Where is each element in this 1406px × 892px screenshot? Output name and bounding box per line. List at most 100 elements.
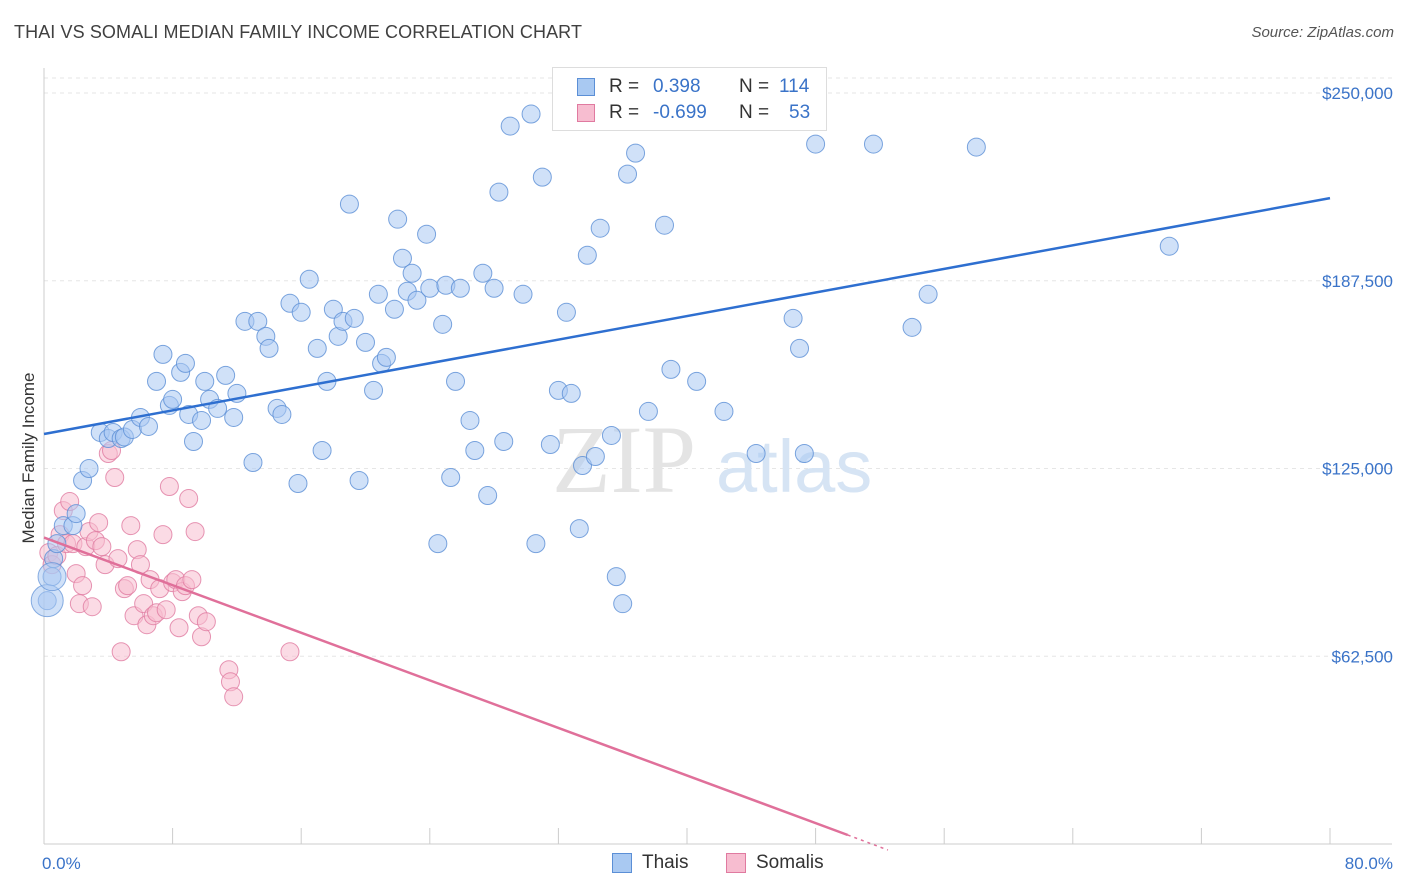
legend-n-value: 53: [789, 102, 811, 123]
thai-point: [417, 224, 437, 244]
legend-n-label: N =: [739, 102, 770, 123]
legend-r-label: R =: [609, 102, 640, 123]
thai-point: [195, 371, 215, 391]
somali-point: [179, 489, 199, 509]
series-legend-thais[interactable]: Thais: [612, 852, 688, 874]
thai-point: [460, 410, 480, 430]
somali-point: [182, 570, 202, 590]
thai-point: [79, 459, 99, 479]
thai-point: [540, 434, 560, 454]
thai-point: [344, 308, 364, 328]
thai-point: [147, 371, 167, 391]
correlation-legend: R = 0.398 N = 114 R = -0.699 N = 53: [552, 67, 827, 131]
trend-lines: [43, 196, 1331, 851]
thai-point: [37, 562, 67, 592]
thai-point: [175, 353, 195, 373]
somali-point: [111, 642, 131, 662]
somali-trend-extension: [847, 834, 889, 851]
thai-point: [561, 383, 581, 403]
somali-point: [89, 513, 109, 533]
y-tick-label: $250,000: [1322, 84, 1393, 103]
thai-points: [30, 104, 1179, 618]
thai-point: [272, 404, 292, 424]
somali-point: [121, 516, 141, 536]
thai-point: [613, 594, 633, 614]
thai-point: [224, 407, 244, 427]
series-legend: Thais Somalis: [0, 852, 1406, 876]
thai-point: [307, 338, 327, 358]
thai-point: [420, 278, 440, 298]
series-label-thais: Thais: [642, 852, 689, 873]
thai-point: [638, 401, 658, 421]
thai-point: [402, 263, 422, 283]
thai-point: [966, 137, 986, 157]
y-tick-label: $187,500: [1322, 272, 1393, 291]
thai-point: [163, 389, 183, 409]
series-legend-somalis[interactable]: Somalis: [726, 852, 824, 874]
thai-point: [288, 474, 308, 494]
thai-point: [484, 278, 504, 298]
somali-point: [185, 522, 205, 542]
thai-point: [384, 299, 404, 319]
gridlines: [44, 77, 1392, 657]
thai-point: [806, 134, 826, 154]
legend-swatch-thais: [577, 78, 595, 96]
thai-point: [902, 317, 922, 337]
y-tick-labels: $62,500 $125,000 $187,500 $250,000: [1322, 84, 1393, 666]
thai-point: [433, 314, 453, 334]
somali-point: [159, 477, 179, 497]
thai-point: [601, 425, 621, 445]
thai-point: [407, 290, 427, 310]
thai-point: [513, 284, 533, 304]
axes: [43, 68, 1392, 845]
x-tick-labels: 0.0% 80.0%: [42, 854, 1393, 873]
legend-row-thais: R = 0.398 N = 114: [553, 74, 809, 100]
x-tick-label: 0.0%: [42, 854, 81, 873]
thai-point: [577, 245, 597, 265]
thai-point: [585, 446, 605, 466]
watermark: ZIP atlas: [552, 406, 872, 513]
somali-point: [280, 642, 300, 662]
series-swatch-thais: [612, 853, 632, 873]
somali-point: [156, 600, 176, 620]
somali-point: [196, 612, 216, 632]
somali-point: [73, 576, 93, 596]
thai-point: [521, 104, 541, 124]
thai-point: [243, 453, 263, 473]
thai-point: [388, 209, 408, 229]
y-axis-label: Median Family Income: [19, 372, 38, 543]
thai-point: [687, 371, 707, 391]
thai-point: [863, 134, 883, 154]
thai-point: [368, 284, 388, 304]
thai-point: [532, 167, 552, 187]
thai-point: [339, 194, 359, 214]
thai-point: [500, 116, 520, 136]
thai-point: [66, 504, 86, 524]
somali-point: [82, 597, 102, 617]
somali-point: [92, 537, 112, 557]
thai-point: [783, 308, 803, 328]
somali-point: [105, 468, 125, 488]
thai-point: [794, 443, 814, 463]
thai-point: [349, 471, 369, 491]
thai-point: [1159, 236, 1179, 256]
thai-point: [618, 164, 638, 184]
thai-point: [312, 440, 332, 460]
thai-point: [364, 380, 384, 400]
somali-trend-line: [43, 536, 849, 837]
thai-point: [526, 534, 546, 554]
thai-point: [259, 338, 279, 358]
source-label: Source: ZipAtlas.com: [1251, 24, 1394, 41]
somali-point: [118, 576, 138, 596]
somali-point: [169, 618, 189, 638]
thai-point: [376, 347, 396, 367]
thai-point: [606, 567, 626, 587]
thai-point: [790, 338, 810, 358]
legend-swatch-somalis: [577, 104, 595, 122]
series-label-somalis: Somalis: [756, 852, 824, 873]
thai-point: [556, 302, 576, 322]
thai-point: [291, 302, 311, 322]
thai-point: [299, 269, 319, 289]
thai-point: [918, 284, 938, 304]
thai-point: [714, 401, 734, 421]
